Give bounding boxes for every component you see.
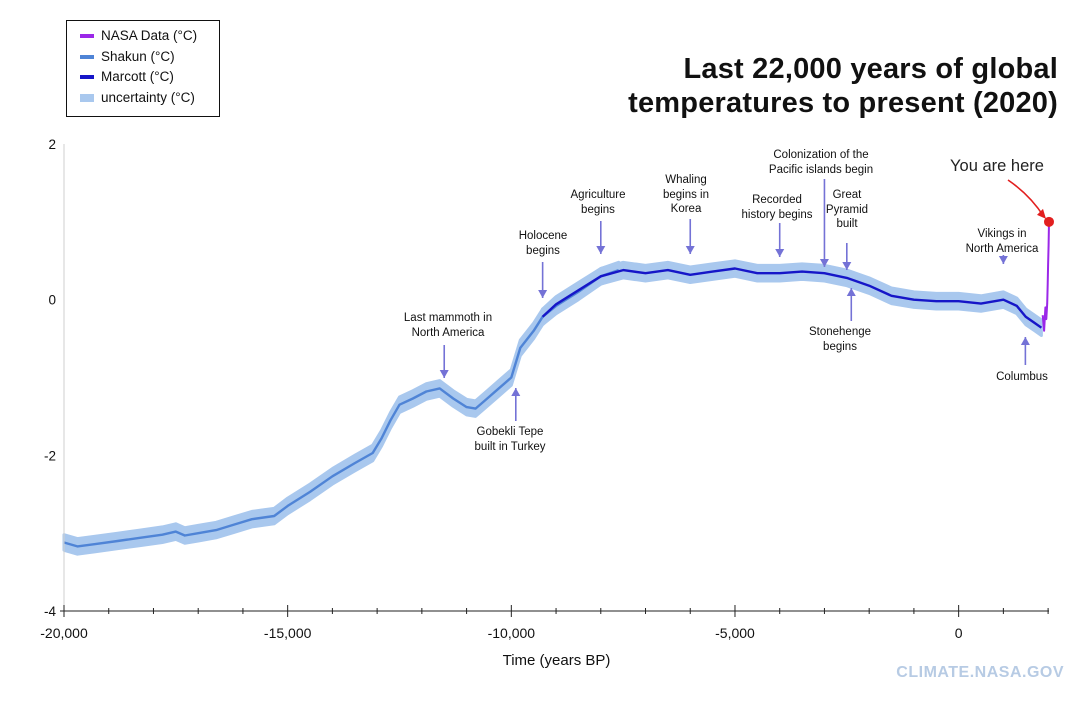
annotation-arrow-head <box>439 370 449 378</box>
annotation-line: Vikings in <box>977 228 1027 240</box>
legend-item-nasa: NASA Data (°C) <box>80 28 198 43</box>
annotation-arrow-head <box>596 246 606 254</box>
y-tick-label: 2 <box>48 137 56 152</box>
annotation-line: Great <box>832 189 862 201</box>
x-tick-label: 0 <box>955 625 963 641</box>
legend-item-uncertainty: uncertainty (°C) <box>80 90 195 105</box>
x-tick-label: -20,000 <box>40 625 88 641</box>
y-tick-label: -2 <box>44 448 56 463</box>
legend-swatch-shakun <box>80 55 94 59</box>
legend-swatch-uncertainty <box>80 94 94 102</box>
annotation-arrow-head <box>1020 337 1030 345</box>
annotation-line: Korea <box>670 203 702 215</box>
annotation-line: Whaling <box>665 174 707 186</box>
source-watermark: CLIMATE.NASA.GOV <box>896 664 1064 681</box>
annotation-line: built <box>836 218 858 230</box>
legend-label: Shakun (°C) <box>101 49 175 64</box>
annotation-line: begins <box>581 203 615 216</box>
annotation-line: built in Turkey <box>474 440 546 453</box>
series-line-shakun <box>63 268 620 548</box>
annotation-arrow-head <box>511 388 521 396</box>
y-tick-label: 0 <box>48 293 56 308</box>
x-tick-label: -10,000 <box>488 625 536 641</box>
annotation-arrow-head <box>819 259 829 267</box>
uncertainty-area-0 <box>62 260 621 556</box>
annotation-arrow-head <box>538 290 548 298</box>
annotation-line: Pacific islands begin <box>768 163 874 176</box>
annotation-agriculture: Agriculture begins <box>571 188 626 217</box>
annotation-line: Last mammoth in <box>403 312 493 324</box>
y-tick-label: -4 <box>44 604 56 619</box>
annotation-line: Colonization of the <box>773 149 869 161</box>
annotation-line: Recorded <box>752 194 802 206</box>
annotation-recorded-history: Recorded history begins <box>742 193 813 222</box>
legend-item-marcott: Marcott (°C) <box>80 69 174 84</box>
annotation-line: North America <box>411 326 485 339</box>
legend-swatch-nasa <box>80 34 94 38</box>
chart-title-line: Last 22,000 years of global <box>683 53 1058 85</box>
series-line-marcott <box>541 267 1043 329</box>
x-axis-label: Time (years BP) <box>502 652 611 669</box>
annotation-line: North America <box>965 242 1039 255</box>
annotation-stonehenge: Stonehenge begins <box>809 325 871 354</box>
chart-title: Last 22,000 years of global temperatures… <box>628 52 1058 120</box>
annotation-gobekli-tepe: Gobekli Tepe built in Turkey <box>475 425 546 454</box>
annotation-line: Pyramid <box>825 203 869 216</box>
legend-label: NASA Data (°C) <box>101 28 198 43</box>
uncertainty-area-1 <box>541 259 1043 337</box>
legend: NASA Data (°C) Shakun (°C) Marcott (°C) … <box>66 20 220 117</box>
annotation-great-pyramid: Great Pyramid built <box>826 188 868 232</box>
annotation-line: Gobekli Tepe <box>476 426 544 438</box>
uncertainty-band <box>62 259 1043 556</box>
annotation-line: begins in <box>662 188 710 201</box>
annotation-arrow-head <box>685 246 695 254</box>
annotation-whaling: Whaling begins in Korea <box>663 173 709 217</box>
annotation-arrow-head <box>842 262 852 270</box>
annotation-holocene: Holocene begins <box>519 229 568 258</box>
legend-swatch-marcott <box>80 75 94 79</box>
annotation-arrows <box>439 179 1030 421</box>
annotation-arrow-head <box>998 256 1008 264</box>
annotation-arrow-head <box>775 249 785 257</box>
series-lines <box>63 221 1050 548</box>
present-marker <box>1007 179 1054 227</box>
legend-label: Marcott (°C) <box>101 69 174 84</box>
series-line-nasa <box>1041 221 1050 332</box>
present-point <box>1044 216 1054 227</box>
annotation-columbus: Columbus <box>996 370 1048 385</box>
annotation-line: begins <box>823 340 857 353</box>
you-are-here-label: You are here <box>950 157 1044 175</box>
chart-title-line: temperatures to present (2020) <box>628 87 1058 119</box>
annotation-arrow-head <box>846 288 856 296</box>
x-tick-label: -5,000 <box>715 625 755 641</box>
annotation-last-mammoth: Last mammoth in North America <box>404 311 492 340</box>
annotation-line: Holocene <box>518 230 568 242</box>
legend-label: uncertainty (°C) <box>101 90 195 105</box>
annotation-line: history begins <box>741 208 813 221</box>
legend-item-shakun: Shakun (°C) <box>80 49 175 64</box>
annotation-line: Agriculture <box>570 189 626 201</box>
you-are-here-arrow <box>1007 179 1045 218</box>
annotation-pacific-colonization: Colonization of the Pacific islands begi… <box>769 148 873 177</box>
annotation-vikings: Vikings in North America <box>966 227 1039 256</box>
annotation-line: Columbus <box>996 371 1048 383</box>
axes: -20,000 -15,000 -10,000 -5,000 0 -4 -2 0 2 <box>40 137 1049 641</box>
you-are-here-arrow-head <box>1037 208 1046 219</box>
annotation-line: begins <box>526 244 560 257</box>
x-tick-label: -15,000 <box>264 625 312 641</box>
annotation-line: Stonehenge <box>808 326 872 338</box>
